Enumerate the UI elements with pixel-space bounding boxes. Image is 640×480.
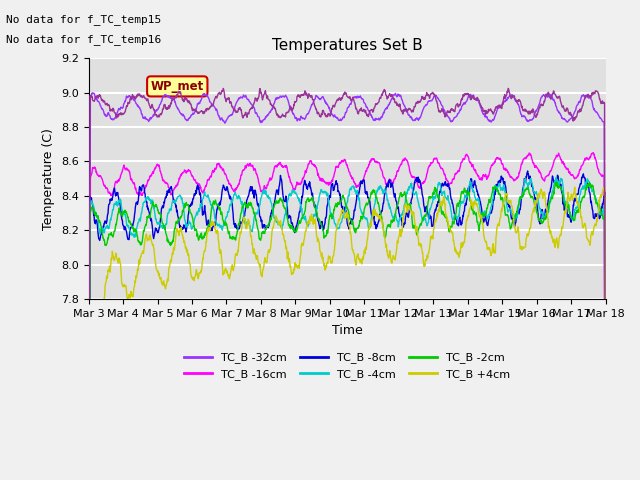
Y-axis label: Temperature (C): Temperature (C)	[42, 128, 56, 229]
Text: WP_met: WP_met	[150, 80, 204, 93]
X-axis label: Time: Time	[332, 324, 362, 337]
Title: Temperatures Set B: Temperatures Set B	[272, 38, 422, 53]
Text: No data for f_TC_temp15: No data for f_TC_temp15	[6, 14, 162, 25]
Legend: TC_B -32cm, TC_B -16cm, TC_B -8cm, TC_B -4cm, TC_B -2cm, TC_B +4cm: TC_B -32cm, TC_B -16cm, TC_B -8cm, TC_B …	[180, 348, 514, 384]
Text: No data for f_TC_temp16: No data for f_TC_temp16	[6, 34, 162, 45]
